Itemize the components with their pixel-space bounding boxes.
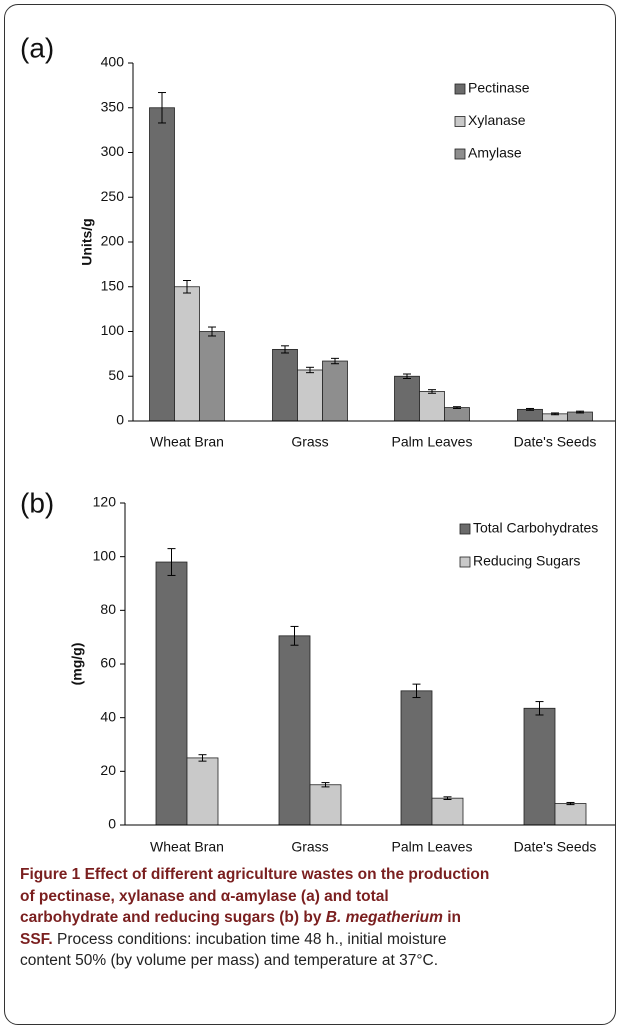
caption-title-end: in SSF. <box>20 909 461 948</box>
bar <box>322 360 348 422</box>
y-axis-label: Units/g <box>79 218 95 265</box>
bar <box>444 407 470 422</box>
bar <box>431 797 464 826</box>
y-tick-label: 250 <box>101 188 125 204</box>
y-tick-label: 40 <box>100 708 116 724</box>
y-axis-label: (mg/g) <box>69 643 85 686</box>
legend-label: Xylanase <box>468 112 526 128</box>
bar <box>272 348 298 422</box>
legend-swatch <box>454 116 466 127</box>
y-tick-label: 100 <box>93 547 117 563</box>
x-tick-label: Palm Leaves <box>392 434 473 450</box>
x-tick-label: Grass <box>291 434 328 450</box>
y-tick-label: 50 <box>108 367 124 383</box>
bar <box>517 408 543 422</box>
bar <box>297 369 323 422</box>
bar <box>199 331 225 422</box>
bar <box>149 107 175 422</box>
x-tick-label: Palm Leaves <box>392 839 473 855</box>
bar <box>523 707 556 826</box>
y-tick-label: 100 <box>101 322 125 338</box>
figure: (a)Units/g050100150200250300350400Wheat … <box>20 32 615 855</box>
y-tick-label: 80 <box>100 601 116 617</box>
legend-swatch <box>454 83 466 95</box>
x-tick-label: Grass <box>291 839 328 855</box>
bar <box>155 561 188 826</box>
bar <box>394 375 420 422</box>
legend-label: Reducing Sugars <box>473 553 580 569</box>
x-tick-label: Date's Seeds <box>514 839 597 855</box>
bar <box>278 635 311 826</box>
bar <box>186 757 219 826</box>
bar <box>400 690 433 826</box>
panel-label: (a) <box>20 32 54 63</box>
y-tick-label: 0 <box>116 412 124 428</box>
y-tick-label: 120 <box>93 494 117 510</box>
x-tick-label: Wheat Bran <box>150 839 224 855</box>
x-tick-label: Wheat Bran <box>150 434 224 450</box>
figure-frame <box>4 4 616 1025</box>
caption-species: B. megatherium <box>325 909 443 926</box>
legend-swatch <box>459 556 471 568</box>
bar <box>309 784 342 826</box>
y-tick-label: 150 <box>101 277 125 293</box>
y-tick-label: 400 <box>101 54 125 70</box>
y-tick-label: 200 <box>101 233 125 249</box>
legend-label: Amylase <box>468 145 522 161</box>
caption-title: Figure 1 Effect of different agriculture… <box>20 866 490 926</box>
panel-label: (b) <box>20 487 54 518</box>
legend-swatch <box>459 523 471 535</box>
bar <box>174 286 200 422</box>
bar <box>554 803 587 826</box>
y-tick-label: 20 <box>100 762 116 778</box>
caption: Figure 1 Effect of different agriculture… <box>20 864 490 972</box>
y-tick-label: 0 <box>108 816 116 832</box>
legend-label: Pectinase <box>468 80 530 96</box>
caption-text: Process conditions: incubation time 48 h… <box>20 930 447 970</box>
y-tick-label: 60 <box>100 655 116 671</box>
legend-swatch <box>454 148 466 160</box>
y-tick-label: 350 <box>101 98 125 114</box>
y-tick-label: 300 <box>101 143 125 159</box>
bar <box>419 391 445 422</box>
legend-label: Total Carbohydrates <box>473 520 598 536</box>
x-tick-label: Date's Seeds <box>514 434 597 450</box>
